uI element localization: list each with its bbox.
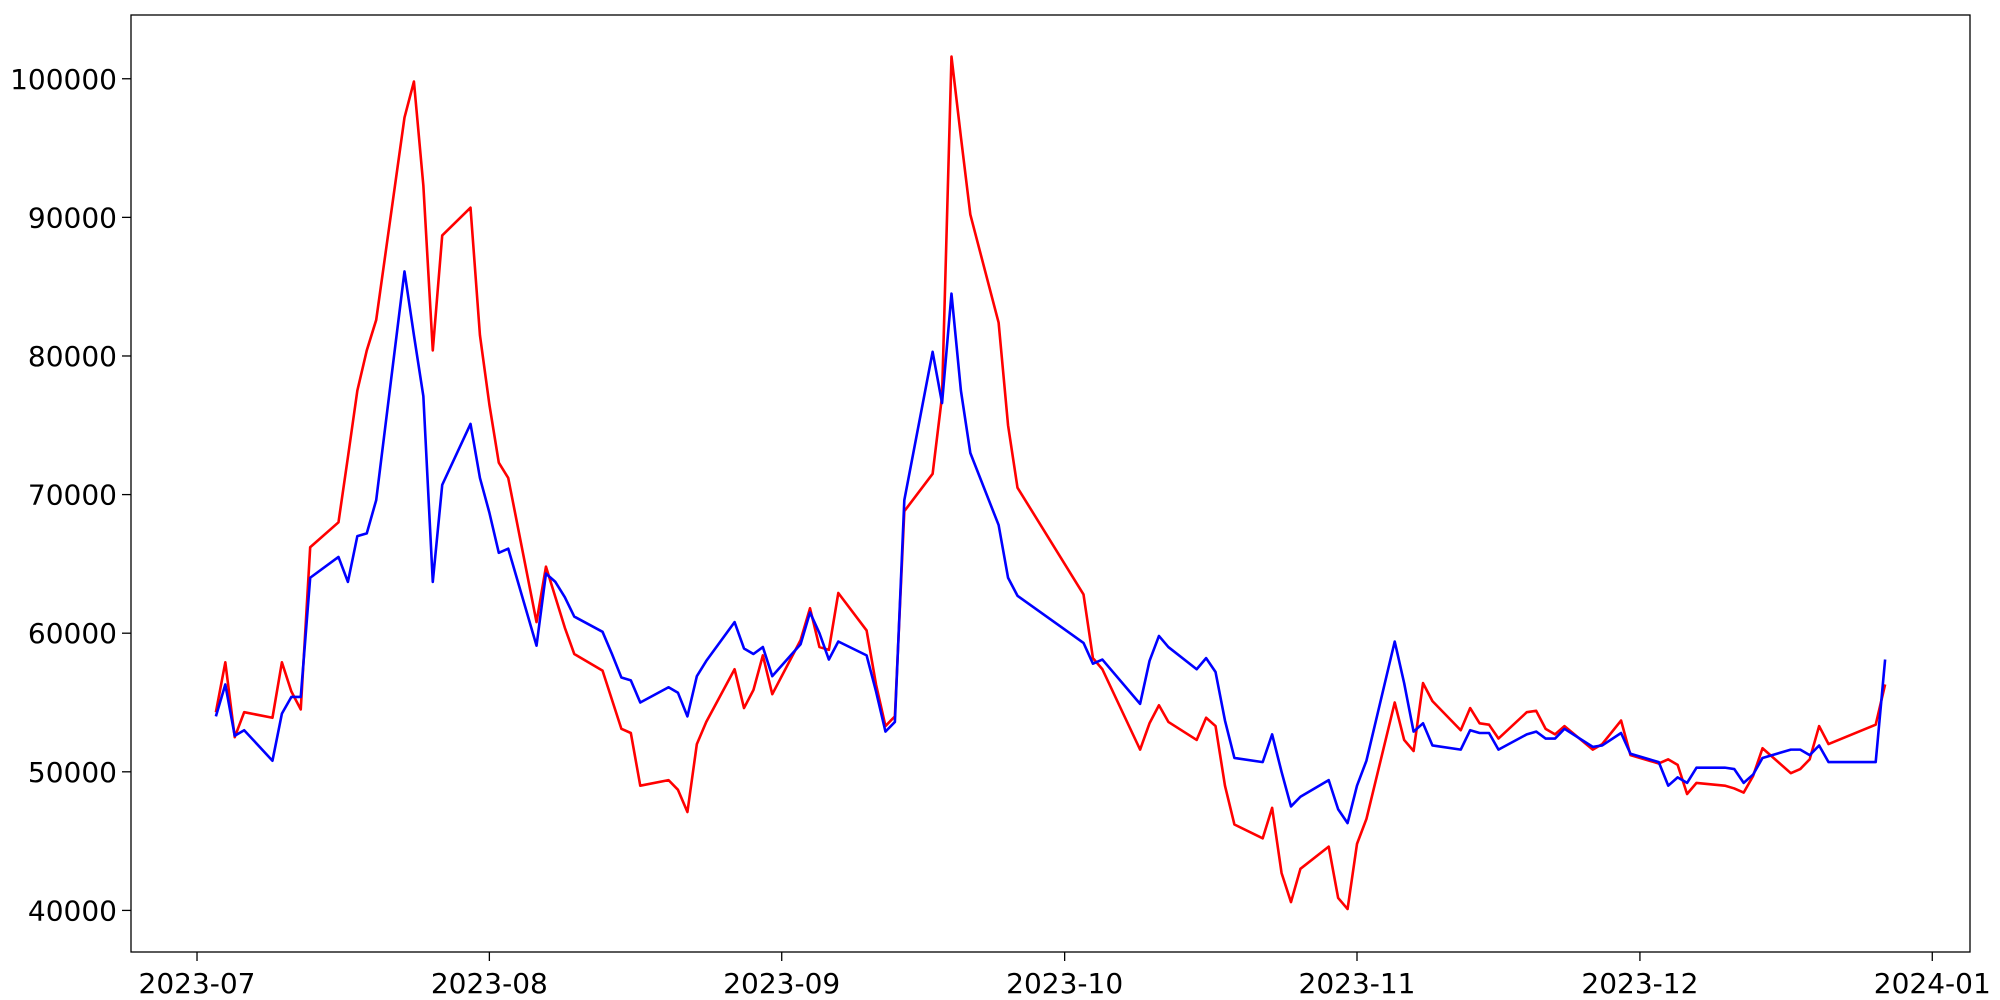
x-tick-label: 2024-01 (1874, 967, 1991, 1000)
x-tick-label: 2023-08 (431, 967, 548, 1000)
x-tick-label: 2023-07 (139, 967, 256, 1000)
x-tick-label: 2023-12 (1581, 967, 1698, 1000)
x-tick-label: 2023-11 (1299, 967, 1416, 1000)
plot-frame (130, 14, 1971, 953)
x-tick-label: 2023-09 (723, 967, 840, 1000)
x-tick-label: 2023-10 (1006, 967, 1123, 1000)
y-tick-label: 40000 (28, 894, 117, 927)
y-tick-label: 70000 (28, 479, 117, 512)
y-tick-label: 100000 (10, 63, 117, 96)
y-tick-label: 50000 (28, 756, 117, 789)
line-series (214, 270, 1887, 825)
line-series (214, 55, 1887, 911)
y-tick-label: 60000 (28, 617, 117, 650)
y-tick-label: 90000 (28, 201, 117, 234)
y-tick-label: 80000 (28, 340, 117, 373)
